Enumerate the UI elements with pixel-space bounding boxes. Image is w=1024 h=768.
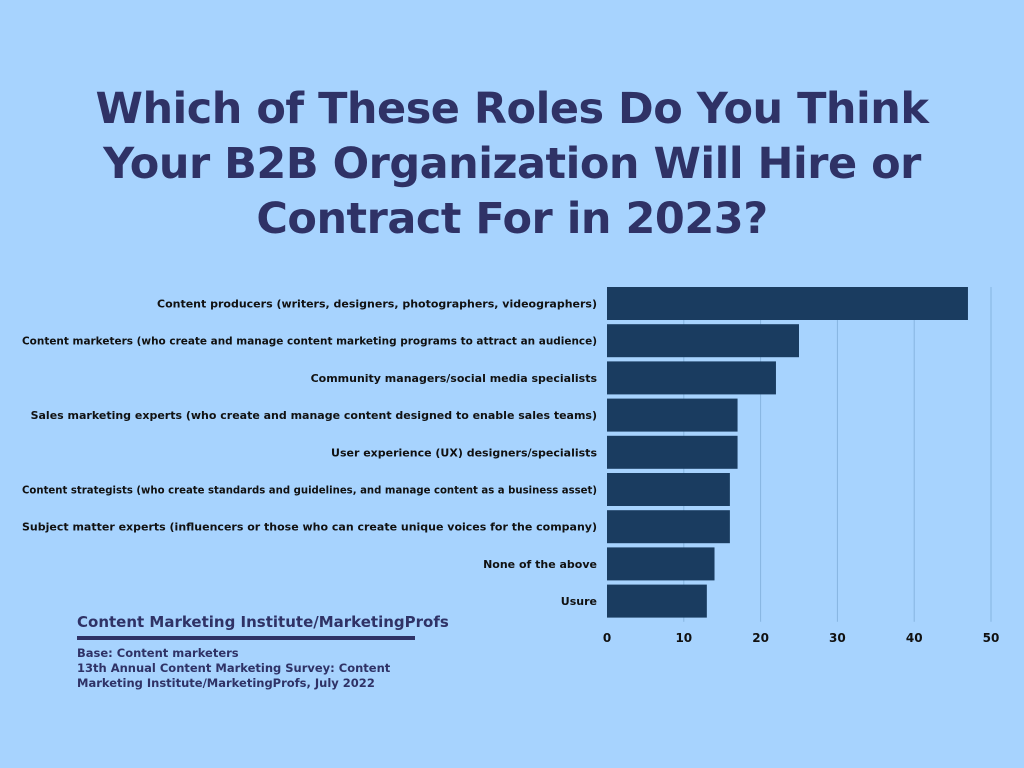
category-labels: Content producers (writers, designers, p… — [22, 298, 597, 609]
category-label: Content marketers (who create and manage… — [22, 335, 597, 348]
source-name: Content Marketing Institute/MarketingPro… — [77, 613, 449, 631]
bar — [607, 510, 730, 544]
bar — [607, 287, 968, 320]
chart-title: Which of These Roles Do You Think Your B… — [95, 84, 929, 244]
x-tick-label: 30 — [829, 631, 846, 645]
bar — [607, 361, 776, 395]
category-label: Usure — [561, 595, 597, 608]
category-label: Subject matter experts (influencers or t… — [22, 521, 597, 534]
x-tick-label: 10 — [675, 631, 692, 645]
bar — [607, 584, 707, 618]
source-divider — [77, 636, 415, 640]
bar — [607, 473, 730, 506]
base-note: Base: Content marketers — [77, 646, 239, 660]
category-label: Community managers/social media speciali… — [311, 372, 598, 385]
bar-chart: Content producers (writers, designers, p… — [22, 287, 1000, 645]
x-tick-label: 40 — [906, 631, 923, 645]
bar — [607, 435, 738, 469]
bar — [607, 324, 799, 358]
category-label: None of the above — [483, 558, 597, 571]
x-axis-ticks: 0 10 20 30 40 50 — [603, 631, 1000, 645]
category-label: Sales marketing experts (who create and … — [31, 409, 597, 422]
category-label: Content producers (writers, designers, p… — [157, 298, 597, 311]
x-tick-label: 50 — [983, 631, 1000, 645]
category-label: User experience (UX) designers/specialis… — [331, 446, 597, 459]
bars — [607, 287, 968, 618]
x-tick-label: 0 — [603, 631, 611, 645]
x-tick-label: 20 — [752, 631, 769, 645]
survey-note: 13th Annual Content Marketing Survey: Co… — [77, 661, 391, 690]
bar — [607, 398, 738, 432]
category-label: Content strategists (who create standard… — [22, 484, 597, 497]
bar — [607, 547, 715, 581]
